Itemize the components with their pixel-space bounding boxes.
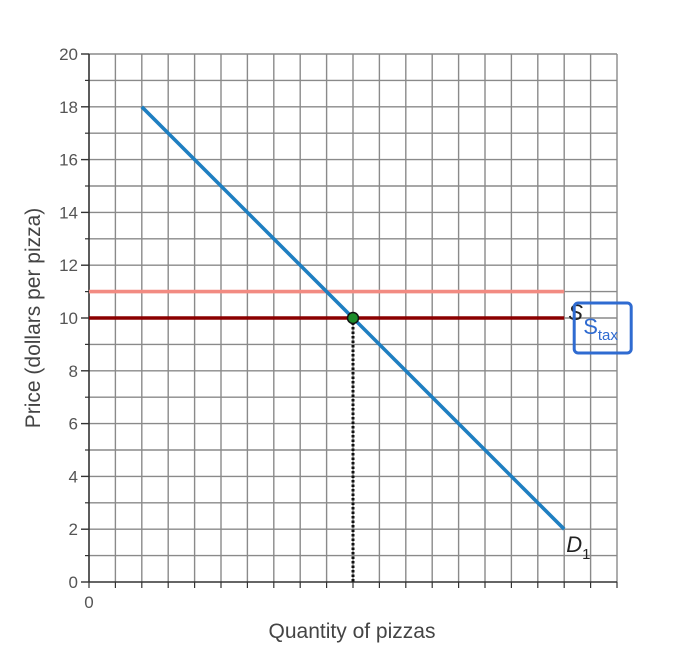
demand-label: D1 <box>566 532 590 563</box>
x-origin-label: 0 <box>84 593 93 612</box>
equilibrium-point[interactable] <box>346 311 360 325</box>
y-tick-label: 6 <box>69 415 78 434</box>
y-tick-label: 10 <box>59 309 78 328</box>
y-tick-label: 18 <box>59 98 78 117</box>
supply-tax-label-subscript: tax <box>598 327 619 344</box>
y-tick-label: 8 <box>69 362 78 381</box>
tax-label-box[interactable] <box>572 301 633 355</box>
y-tick-label: 20 <box>59 45 78 64</box>
y-axis-title: Price (dollars per pizza) <box>22 208 45 429</box>
x-axis-title: Quantity of pizzas <box>269 620 436 643</box>
y-tick-label: 4 <box>69 467 78 486</box>
demand-label-subscript: 1 <box>582 546 590 563</box>
y-tick-label: 14 <box>59 203 78 222</box>
equilibrium-markers <box>346 311 360 582</box>
axes: 0 2 4 6 8 10 12 14 16 18 20 0 <box>59 45 618 612</box>
y-tick-label: 16 <box>59 151 78 170</box>
y-tick-label: 2 <box>69 520 78 539</box>
y-tick-label: 0 <box>69 573 78 592</box>
y-tick-label: 12 <box>59 256 78 275</box>
